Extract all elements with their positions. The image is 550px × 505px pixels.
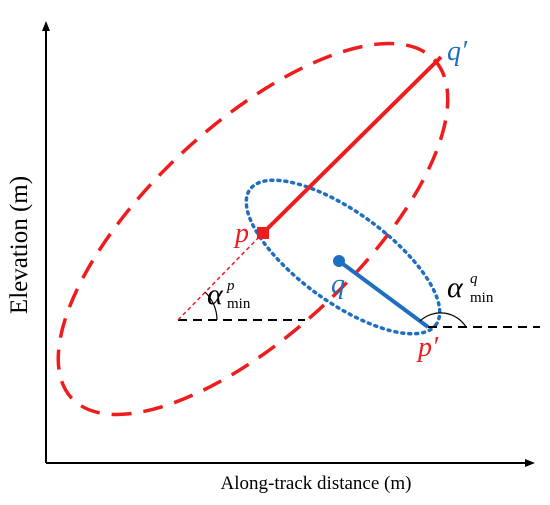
angle-label-p: α p min [207,278,251,312]
alpha-p-sup: p [226,278,235,294]
alpha-q-sup: q [470,271,478,287]
label-q-prime: q′ [447,36,468,67]
angle-label-q: α q min [447,271,494,306]
segment-p-q-prime [261,55,443,235]
alpha-p-sub: min [227,296,251,312]
blue-error-ellipse [244,178,442,336]
alpha-p-symbol: α [207,278,224,311]
point-q [333,255,345,267]
label-p: p [233,218,249,249]
segment-q-p-prime [337,259,430,329]
label-q: q [331,269,345,300]
red-error-ellipse [56,41,450,417]
alpha-q-sub: min [470,290,494,306]
alpha-q-symbol: α [447,271,464,304]
p-angle-guide [177,232,264,321]
angle-arc-q [419,312,467,328]
point-p [257,227,269,239]
angle-arc-p [204,291,218,321]
y-axis-title: Elevation (m) [6,176,33,314]
label-p-prime: p′ [416,332,439,363]
x-axis-title: Along-track distance (m) [221,473,412,494]
